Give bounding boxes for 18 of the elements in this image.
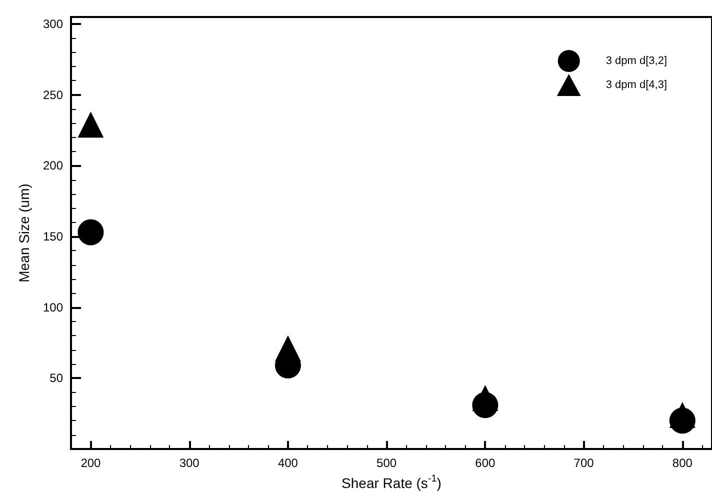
x-tick-label: 700: [574, 456, 594, 470]
x-tick-label: 400: [278, 456, 298, 470]
point: [78, 219, 104, 246]
y-tick-label: 200: [42, 158, 64, 173]
y-tick-label: 150: [42, 230, 64, 244]
y-tick-label: 300: [42, 17, 64, 32]
x-tick-label: 800: [672, 456, 693, 470]
x-tick-label: 200: [80, 456, 102, 470]
point: [78, 112, 104, 138]
y-tick-label: 50: [50, 371, 64, 386]
x-tick-label: 300: [179, 456, 200, 470]
legend-label: 3 dpm d[4,3]: [606, 79, 668, 91]
x-tick-label: 600: [475, 456, 496, 470]
legend-label: 3 dpm d[3,2]: [606, 55, 668, 67]
x-tick-label: 500: [376, 456, 397, 470]
y-tick-label: 250: [42, 88, 64, 102]
y-tick-label: 100: [42, 300, 64, 314]
y-axis-title: Mean Size (um): [16, 184, 32, 282]
